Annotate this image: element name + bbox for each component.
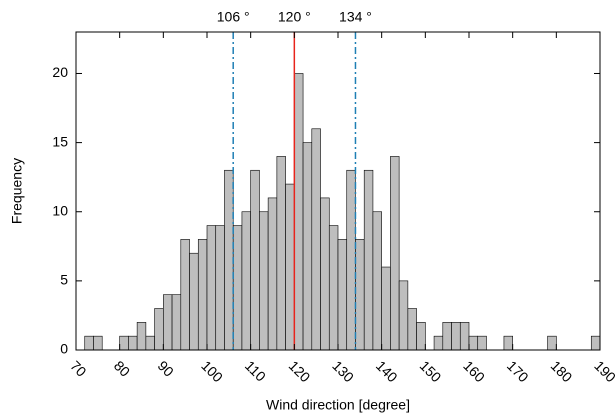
bar: [189, 252, 199, 351]
y-tick-label: 5: [60, 272, 68, 288]
x-tick-label: 120: [286, 357, 314, 385]
x-tick-label: 160: [460, 357, 488, 385]
bar: [180, 239, 190, 351]
bar: [547, 335, 557, 351]
x-tick-label: 100: [198, 357, 226, 385]
bar: [171, 294, 182, 351]
y-tick-label: 0: [60, 341, 68, 357]
x-tick-label: 130: [329, 357, 357, 385]
bar: [451, 322, 461, 351]
bar: [84, 335, 94, 351]
bar: [302, 142, 313, 351]
reference-label: 106 °: [217, 9, 250, 25]
y-tick-label: 10: [52, 202, 68, 218]
reference-label: 120 °: [278, 9, 311, 25]
bar: [459, 322, 470, 351]
bar: [590, 335, 601, 351]
bar: [416, 322, 426, 351]
bar: [311, 128, 321, 351]
x-tick-label: 180: [548, 357, 576, 385]
bar: [119, 335, 129, 351]
bar: [477, 335, 487, 351]
bar: [468, 335, 479, 351]
x-tick-label: 190: [591, 357, 616, 385]
bar: [224, 169, 234, 351]
y-axis-label: Frequency: [9, 158, 25, 224]
bar: [503, 335, 513, 351]
bar: [267, 197, 278, 351]
x-axis-label: Wind direction [degree]: [266, 397, 410, 413]
bar: [355, 239, 365, 351]
bar: [372, 211, 382, 351]
bar: [433, 335, 444, 351]
bar: [128, 335, 138, 351]
bar: [363, 169, 374, 351]
x-tick-label: 70: [67, 357, 89, 379]
bar: [442, 322, 452, 351]
x-tick-label: 80: [111, 357, 133, 379]
bar: [163, 294, 173, 351]
bar: [154, 308, 164, 351]
bar: [145, 335, 155, 351]
bar: [232, 225, 243, 351]
bar: [259, 211, 269, 351]
reference-label: 134 °: [339, 9, 372, 25]
bar: [250, 169, 260, 351]
bar: [320, 197, 330, 351]
bar: [381, 266, 391, 351]
bar: [215, 225, 225, 351]
bar: [337, 239, 348, 351]
bar: [407, 308, 417, 351]
bar: [206, 225, 217, 351]
bar: [294, 73, 304, 351]
x-tick-label: 90: [155, 357, 177, 379]
bar: [197, 239, 208, 351]
bar: [276, 156, 286, 351]
x-tick-label: 150: [417, 357, 445, 385]
bar: [136, 322, 147, 351]
x-tick-label: 110: [242, 357, 269, 384]
y-tick-label: 15: [52, 133, 68, 149]
y-tick-label: 20: [52, 64, 68, 80]
bar: [328, 225, 339, 351]
bar: [285, 183, 295, 351]
x-tick-label: 170: [504, 357, 532, 385]
bar: [398, 280, 409, 351]
bar: [346, 169, 356, 351]
x-tick-label: 140: [373, 357, 401, 385]
bar: [93, 335, 103, 351]
bar: [390, 156, 400, 351]
bar: [241, 211, 251, 351]
